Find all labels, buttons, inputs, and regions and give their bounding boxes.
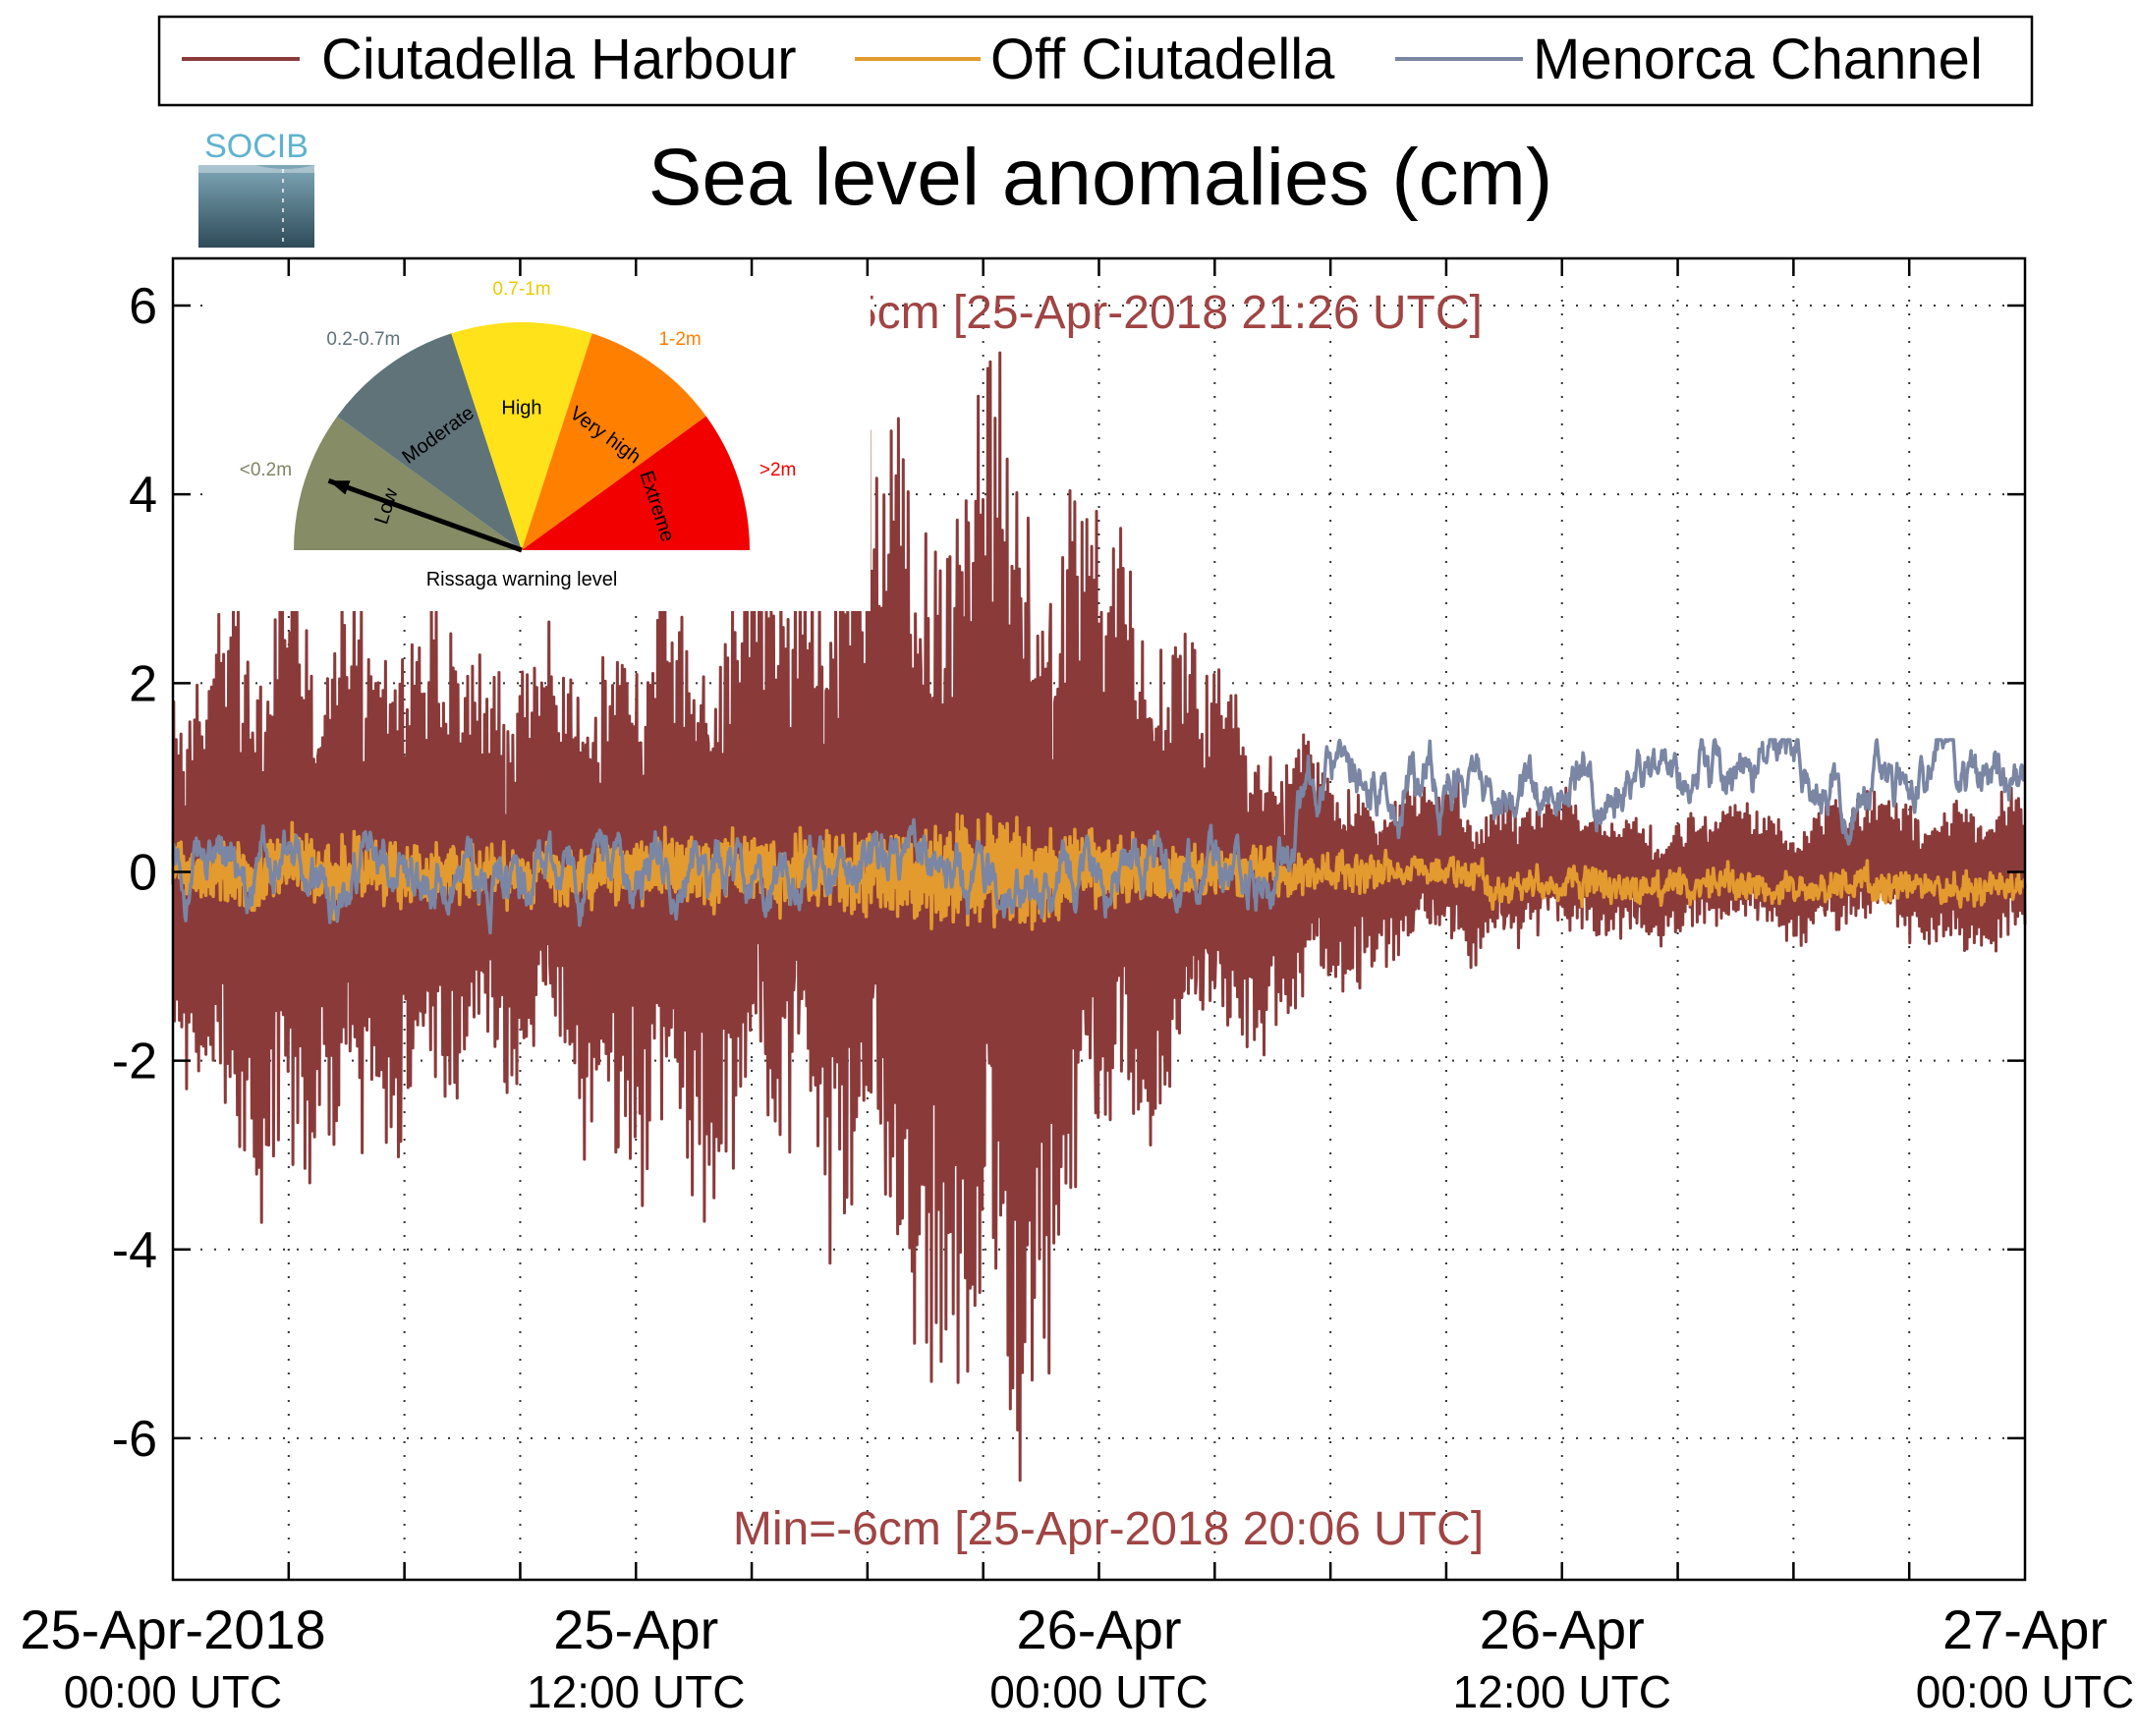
x-tick-label-date: 25-Apr — [553, 1598, 718, 1660]
legend-label-channel: Menorca Channel — [1533, 28, 1983, 91]
gauge-segment-extreme — [522, 416, 751, 550]
gauge-segment-low — [294, 416, 522, 550]
series-layer — [171, 351, 2027, 1483]
gauge-range-label: 1-2m — [658, 329, 701, 350]
y-tick-label: -6 — [112, 1411, 157, 1468]
socib-logo: SOCIB — [198, 128, 314, 248]
chart-title: Sea level anomalies (cm) — [648, 133, 1553, 222]
x-tick-label-time: 00:00 UTC — [989, 1666, 1208, 1717]
gauge-segment-moderate — [337, 333, 522, 550]
y-tick-label: -4 — [112, 1222, 157, 1279]
series-line-ciutadella-harbour — [171, 351, 2027, 1483]
y-tick-label: 0 — [129, 844, 157, 901]
y-tick-label: -2 — [112, 1034, 157, 1091]
legend-label-off: Off Ciutadella — [990, 28, 1335, 91]
x-tick-label-time: 12:00 UTC — [527, 1666, 745, 1717]
gauge-level-label: High — [501, 397, 541, 419]
y-tick-label: 4 — [129, 467, 157, 524]
legend-box — [157, 15, 2034, 107]
legend: Ciutadella Harbour Off Ciutadella Menorc… — [157, 15, 2034, 107]
ticks: 6 4 2 0 -2 -4 -6 25-Apr-2018 00:00 UTC 25-Apr 12:0… — [20, 258, 2134, 1717]
y-tick-label: 6 — [129, 278, 157, 335]
min-annotation: Min=-6cm [25-Apr-2018 20:06 UTC] — [733, 1503, 1484, 1555]
series-line-menorca-channel — [171, 738, 2026, 935]
gauge-segment-very-high — [522, 333, 706, 550]
x-tick-label-date: 25-Apr-2018 — [20, 1598, 325, 1660]
x-tick-label-time: 12:00 UTC — [1453, 1666, 1671, 1717]
gauge-pointer — [327, 477, 523, 553]
gauge-range-label: <0.2m — [240, 460, 292, 480]
gauge-caption: Rissaga warning level — [426, 569, 618, 590]
x-tick-label-date: 26-Apr — [1480, 1598, 1645, 1660]
legend-label-harbour: Ciutadella Harbour — [321, 28, 797, 91]
gauge-range-label: >2m — [759, 460, 797, 480]
logo-text: SOCIB — [204, 128, 309, 165]
gauge-pointer-arrowhead — [328, 480, 351, 495]
gauge-range-label: 0.2-0.7m — [326, 329, 400, 350]
gauge-segment-high — [451, 322, 592, 550]
x-tick-label-date: 26-Apr — [1016, 1598, 1181, 1660]
x-tick-label-time: 00:00 UTC — [1916, 1666, 2134, 1717]
y-tick-label: 2 — [129, 655, 157, 712]
x-tick-label-time: 00:00 UTC — [64, 1666, 282, 1717]
x-tick-label-date: 27-Apr — [1942, 1598, 2108, 1660]
gauge-range-label: 0.7-1m — [492, 279, 550, 300]
